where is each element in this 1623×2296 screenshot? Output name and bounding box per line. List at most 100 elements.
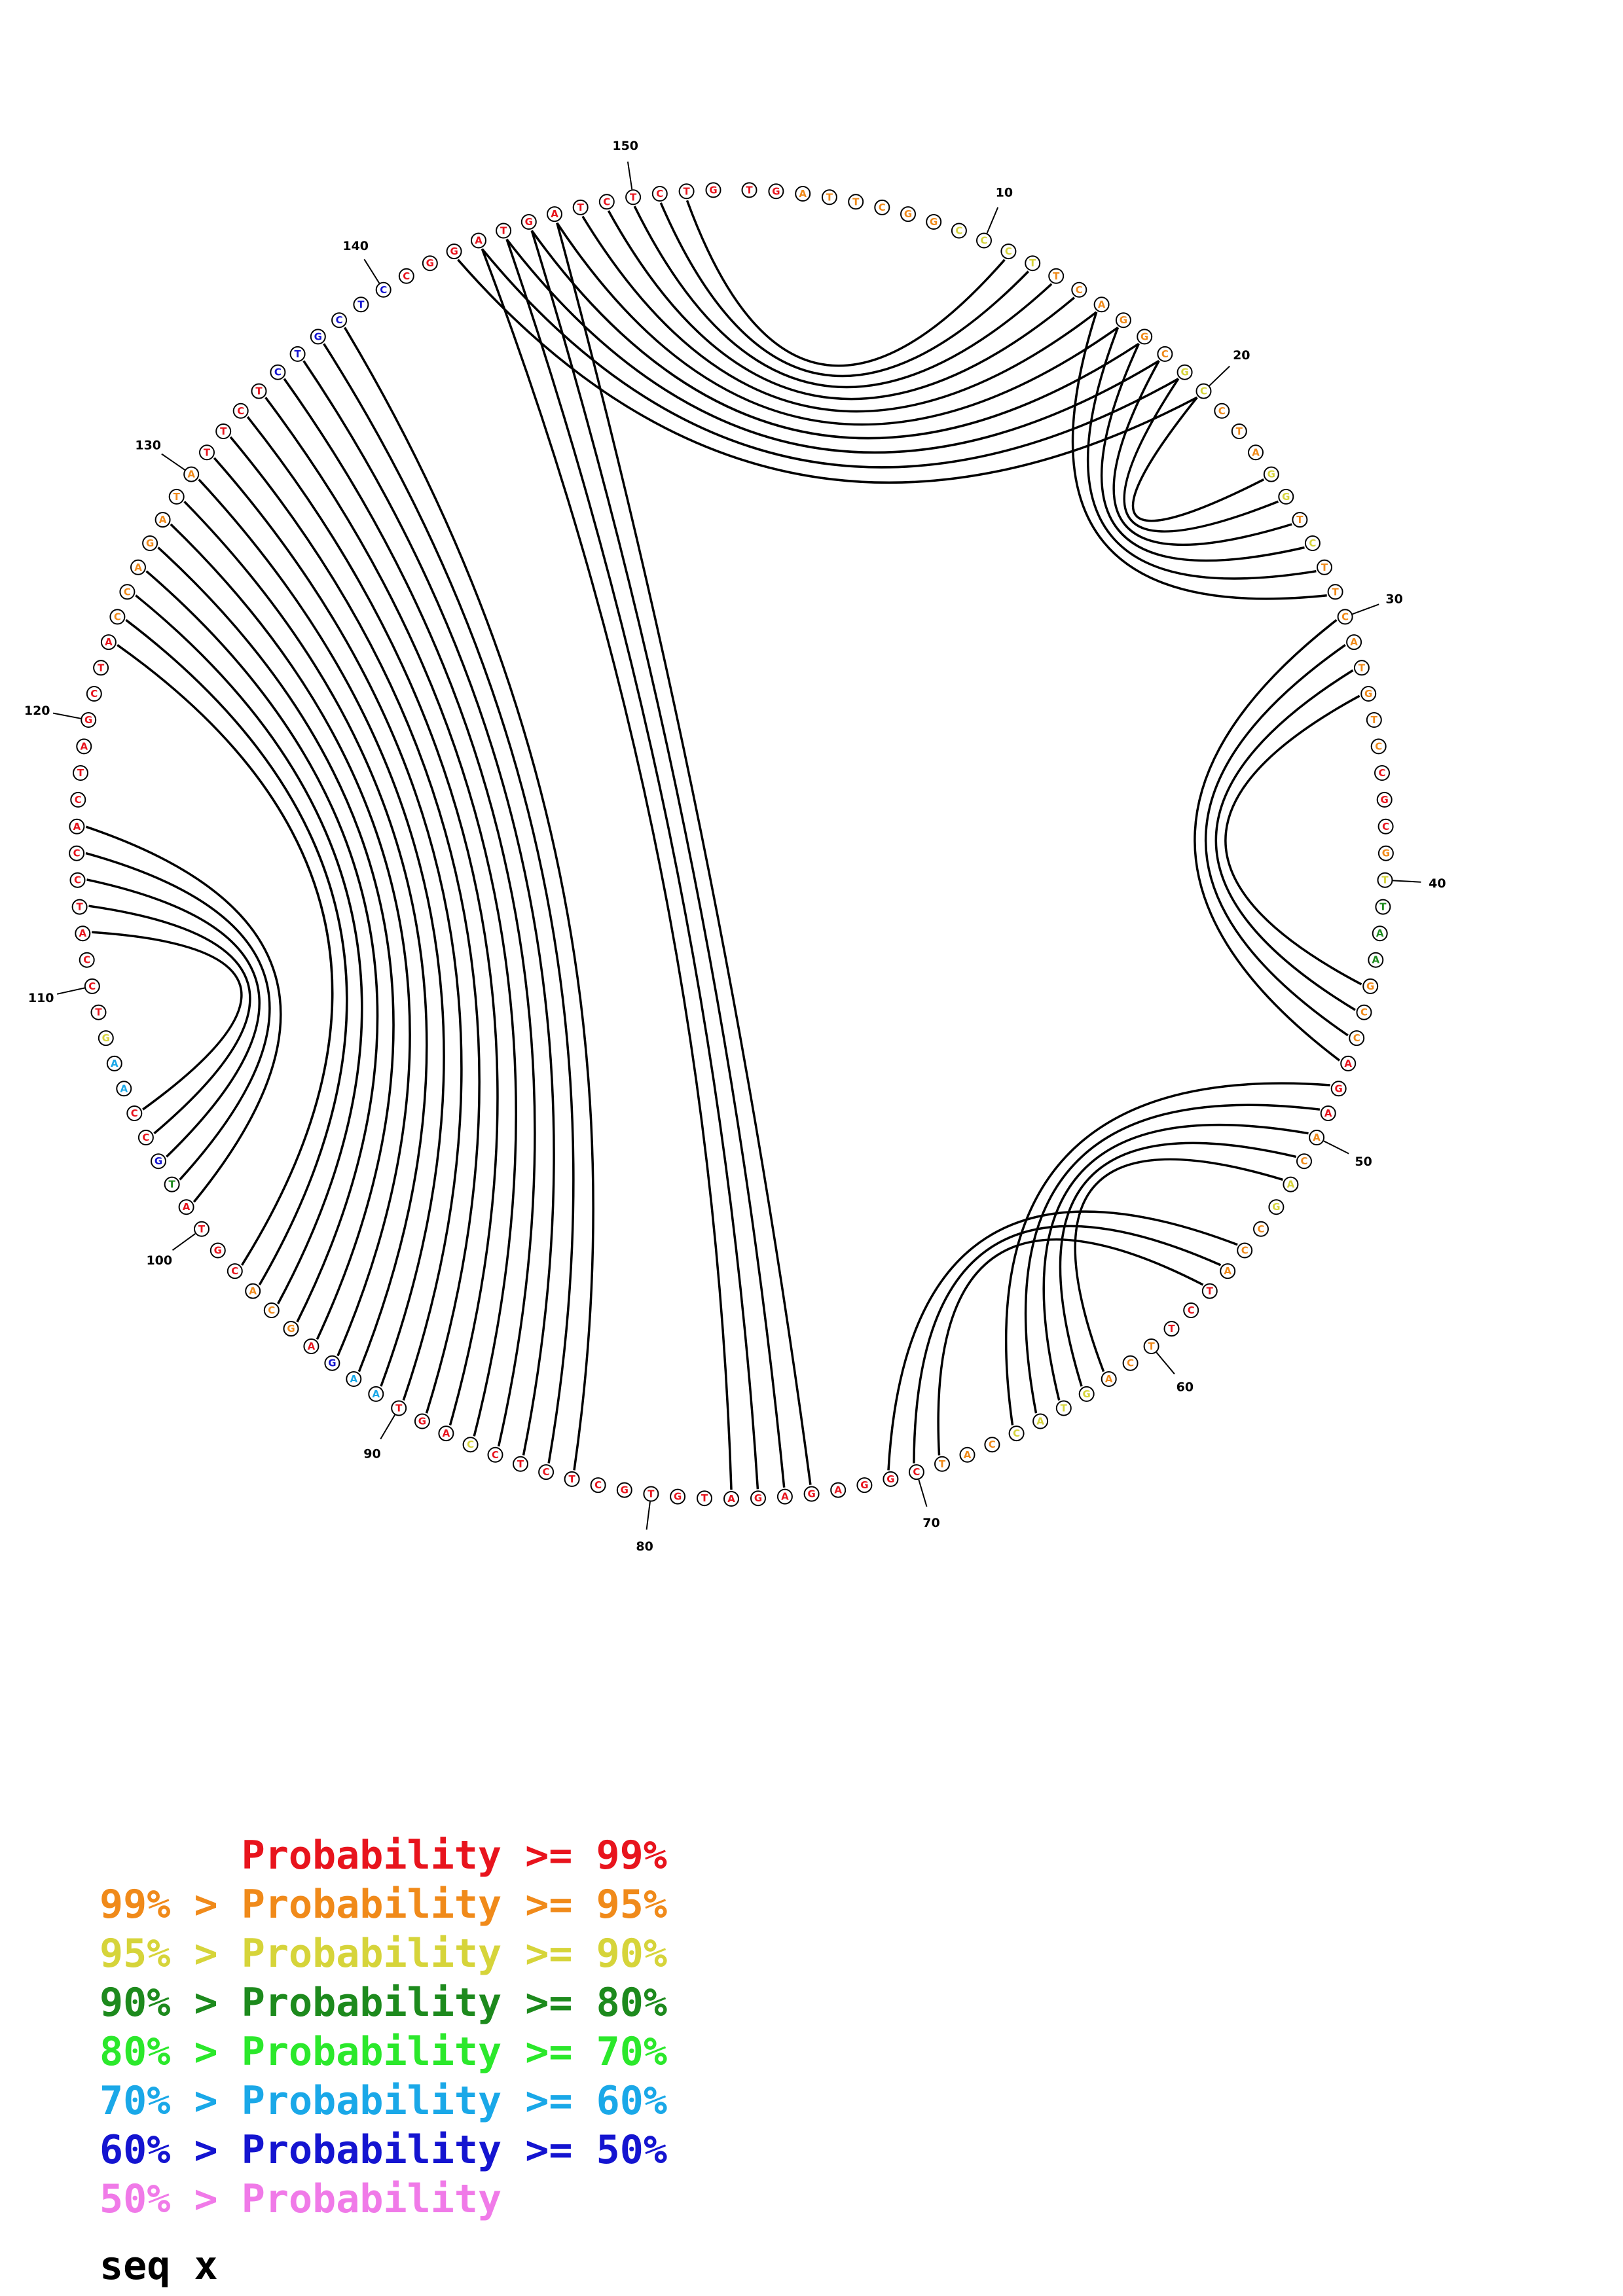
nucleotide-circle [768, 183, 784, 200]
nucleotide: C [487, 1446, 503, 1463]
base-pair-arc [343, 327, 594, 1471]
position-label: 80 [636, 1539, 653, 1554]
position-tick [56, 987, 85, 995]
base-pair-arc [530, 230, 1140, 440]
nucleotide-letter: T [1359, 662, 1366, 673]
nucleotide-letter: G [1366, 980, 1374, 992]
nucleotide-letter: T [255, 386, 263, 397]
nucleotide: T [1025, 255, 1041, 272]
nucleotide: T [71, 899, 88, 915]
nucleotide: A [959, 1446, 976, 1463]
nucleotide: T [73, 765, 88, 781]
nucleotide: G [1268, 1199, 1285, 1215]
nucleotide: C [1349, 1030, 1365, 1047]
nucleotide-circle [178, 1199, 194, 1215]
nucleotide-letter: T [1332, 586, 1339, 598]
nucleotide-letter: A [350, 1373, 357, 1385]
nucleotide-circle [199, 444, 215, 461]
nucleotide-letter: A [79, 927, 86, 939]
nucleotide-circle [245, 1283, 261, 1299]
nucleotide: G [1360, 686, 1377, 702]
nucleotide: A [438, 1426, 454, 1442]
nucleotide-letter: A [80, 740, 88, 752]
nucleotide-letter: G [1382, 848, 1390, 859]
position-tick [646, 1501, 651, 1530]
nucleotide-letter: A [1287, 1179, 1295, 1191]
position-tick [161, 453, 185, 471]
nucleotide-circle [1201, 1283, 1218, 1299]
nucleotide-letter: C [83, 954, 90, 966]
nucleotide: T [194, 1221, 210, 1237]
nucleotide-circle [109, 609, 126, 625]
nucleotide-letter: T [746, 184, 753, 196]
nucleotide: A [100, 634, 117, 651]
base-pair-arc [1214, 669, 1356, 1011]
nucleotide: C [79, 952, 95, 968]
nucleotide-circle [1137, 329, 1153, 345]
nucleotide-circle [76, 738, 92, 755]
base-pair-arc [1224, 694, 1362, 986]
base-pair-arc [1059, 1141, 1297, 1387]
nucleotide: G [1377, 845, 1394, 861]
nucleotide: G [803, 1486, 820, 1502]
nucleotide-letter: G [1083, 1388, 1091, 1400]
nucleotide: C [86, 686, 102, 702]
nucleotide-circle [547, 206, 562, 223]
nucleotide: A [106, 1055, 122, 1071]
nucleotide-circle [263, 1302, 280, 1318]
nucleotide-circle [1157, 346, 1173, 362]
position-tick [1323, 1140, 1349, 1155]
nucleotide-letter: T [500, 225, 507, 237]
nucleotide-letter: G [1364, 688, 1372, 700]
nucleotide-circle [976, 232, 992, 249]
nucleotide-letter: T [517, 1458, 524, 1470]
nucleotide: T [643, 1486, 659, 1502]
base-pair-arc [1101, 343, 1305, 562]
nucleotide-circle [1000, 243, 1017, 260]
nucleotide: C [375, 281, 392, 298]
nucleotide-letter: C [1309, 537, 1316, 549]
nucleotide-circle [1337, 609, 1353, 625]
nucleotide-circle [590, 1477, 606, 1494]
nucleotide-letter: C [268, 1304, 275, 1316]
nucleotide: C [1214, 403, 1230, 419]
nucleotide-letter: A [308, 1340, 316, 1352]
position-label: 40 [1429, 876, 1446, 891]
nucleotide-circle [93, 660, 109, 676]
nucleotide-letter: T [939, 1458, 946, 1470]
nucleotide: T [1353, 660, 1370, 676]
nucleotide-circle [1263, 466, 1279, 482]
nucleotide-circle [289, 346, 306, 362]
nucleotide: G [210, 1242, 226, 1259]
position-label: 70 [922, 1516, 939, 1530]
nucleotide-circle [86, 686, 102, 702]
nucleotide-letter: C [1188, 1304, 1195, 1316]
nucleotide-letter: G [1335, 1083, 1343, 1094]
nucleotide: C [69, 872, 86, 888]
nucleotide: A [1340, 1055, 1357, 1071]
legend-line: 70% > Probability >= 60% [100, 2078, 667, 2124]
nucleotide-letter: G [155, 1155, 162, 1167]
nucleotide-circle [100, 634, 117, 651]
nucleotide-circle [1372, 925, 1388, 942]
nucleotide-letter: T [77, 767, 84, 779]
nucleotide: T [1201, 1283, 1218, 1299]
nucleotide-circle [1183, 1302, 1199, 1318]
nucleotide-letter: T [294, 348, 301, 360]
nucleotide: G [1176, 364, 1193, 380]
nucleotide-circle [126, 1105, 143, 1121]
nucleotide: C [84, 978, 100, 994]
nucleotide-letter: C [543, 1466, 550, 1478]
nucleotide-circle [513, 1456, 528, 1472]
nucleotide-letter: T [395, 1403, 403, 1414]
nucleotide: C [270, 364, 286, 380]
nucleotide-circle [1176, 364, 1193, 380]
nucleotide-circle [564, 1471, 580, 1487]
nucleotide: T [496, 223, 512, 239]
nucleotide-letter: T [647, 1488, 655, 1500]
nucleotide-letter: T [1061, 1403, 1068, 1414]
nucleotide-letter: C [336, 314, 343, 326]
nucleotide-letter: A [1376, 927, 1384, 939]
nucleotide-circle [1278, 488, 1294, 505]
nucleotide-circle [1368, 952, 1384, 968]
